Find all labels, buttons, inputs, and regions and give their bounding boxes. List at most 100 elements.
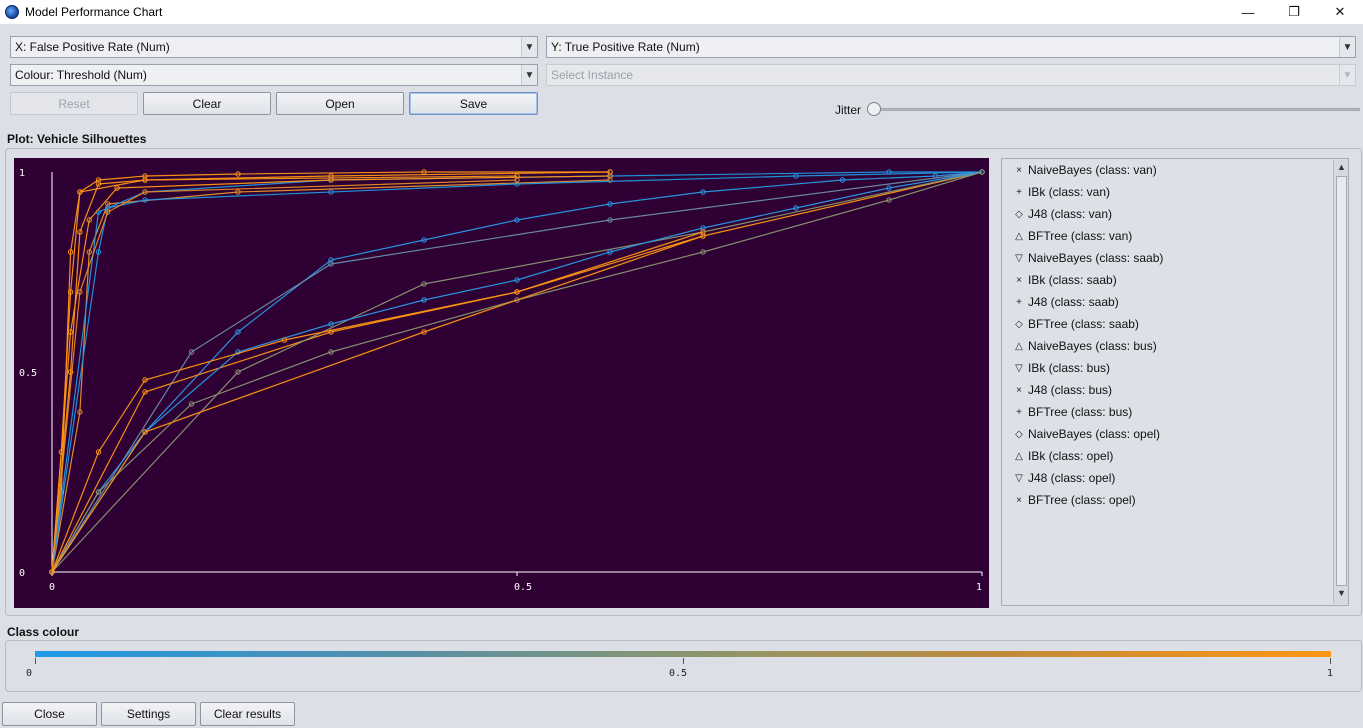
data-point bbox=[700, 189, 706, 195]
series-line bbox=[51, 171, 983, 573]
series-line bbox=[51, 171, 610, 573]
legend-label: IBk (class: opel) bbox=[1028, 449, 1114, 463]
data-point bbox=[607, 217, 613, 223]
close-button[interactable]: Close bbox=[2, 702, 97, 726]
series-line bbox=[51, 171, 982, 573]
data-point bbox=[114, 185, 120, 191]
scroll-up-icon[interactable]: ▲ bbox=[1337, 162, 1346, 172]
x-axis-select-value: X: False Positive Rate (Num) bbox=[15, 40, 170, 54]
instance-select-value: Select Instance bbox=[551, 68, 634, 82]
data-point bbox=[839, 177, 846, 183]
legend-symbol-icon: × bbox=[1016, 494, 1022, 506]
series-line bbox=[51, 171, 983, 573]
data-point bbox=[328, 321, 334, 327]
data-point bbox=[235, 189, 241, 195]
clear-button[interactable]: Clear bbox=[143, 92, 271, 115]
open-button[interactable]: Open bbox=[276, 92, 404, 115]
data-point bbox=[77, 289, 83, 295]
series-line bbox=[51, 231, 704, 573]
data-point bbox=[58, 489, 64, 495]
x-tick-label: 0.5 bbox=[514, 582, 532, 593]
legend-item[interactable]: × IBk (class: saab) bbox=[1012, 270, 1117, 290]
settings-button[interactable]: Settings bbox=[101, 702, 196, 726]
legend-symbol-icon: + bbox=[1016, 296, 1022, 308]
legend-label: IBk (class: saab) bbox=[1028, 273, 1117, 287]
data-point bbox=[142, 197, 148, 203]
legend-label: IBk (class: van) bbox=[1028, 185, 1111, 199]
data-point bbox=[421, 237, 427, 243]
data-point bbox=[235, 349, 241, 355]
data-point bbox=[328, 189, 334, 195]
legend-label: NaiveBayes (class: saab) bbox=[1028, 251, 1164, 265]
legend-item[interactable]: ◇ BFTree (class: saab) bbox=[1012, 314, 1139, 334]
series-line bbox=[51, 175, 611, 573]
legend-symbol-icon: △ bbox=[1015, 230, 1023, 242]
legend-item[interactable]: ◇ NaiveBayes (class: opel) bbox=[1012, 424, 1160, 444]
legend-symbol-icon: ◇ bbox=[1015, 318, 1023, 330]
jitter-slider-track[interactable] bbox=[870, 108, 1360, 111]
clear-results-button[interactable]: Clear results bbox=[200, 702, 295, 726]
plot-label: Plot: Vehicle Silhouettes bbox=[7, 132, 147, 146]
legend-item[interactable]: + IBk (class: van) bbox=[1012, 182, 1110, 202]
jitter-slider-thumb[interactable] bbox=[867, 102, 881, 116]
instance-select[interactable]: Select Instance ▼ bbox=[546, 64, 1356, 86]
colour-select[interactable]: Colour: Threshold (Num) ▼ bbox=[10, 64, 538, 86]
x-axis-select[interactable]: X: False Positive Rate (Num) ▼ bbox=[10, 36, 538, 58]
close-window-button[interactable]: ✕ bbox=[1334, 4, 1346, 19]
legend-symbol-icon: × bbox=[1016, 274, 1022, 286]
scroll-down-icon[interactable]: ▼ bbox=[1337, 588, 1346, 598]
y-tick-label: 0 bbox=[19, 568, 25, 579]
data-point bbox=[77, 229, 83, 235]
data-point bbox=[328, 261, 334, 267]
chevron-down-icon: ▼ bbox=[1339, 37, 1355, 57]
legend-item[interactable]: △ IBk (class: opel) bbox=[1012, 446, 1113, 466]
series-line bbox=[51, 171, 611, 573]
legend-scroll-thumb[interactable] bbox=[1336, 176, 1347, 586]
legend-item[interactable]: × BFTree (class: opel) bbox=[1012, 490, 1136, 510]
reset-button[interactable]: Reset bbox=[10, 92, 138, 115]
legend-symbol-icon: ◇ bbox=[1015, 208, 1023, 220]
save-button[interactable]: Save bbox=[409, 92, 538, 115]
colour-tick bbox=[35, 658, 36, 664]
data-point bbox=[421, 329, 427, 335]
legend-panel: × NaiveBayes (class: van) + IBk (class: van… bbox=[1001, 158, 1349, 606]
data-point bbox=[235, 171, 241, 177]
legend-item[interactable]: + BFTree (class: bus) bbox=[1012, 402, 1132, 422]
y-axis-select[interactable]: Y: True Positive Rate (Num) ▼ bbox=[546, 36, 1356, 58]
legend-item[interactable]: △ BFTree (class: van) bbox=[1012, 226, 1132, 246]
data-point bbox=[105, 209, 111, 215]
data-point bbox=[67, 369, 74, 375]
data-point bbox=[77, 409, 83, 415]
legend-label: NaiveBayes (class: bus) bbox=[1028, 339, 1157, 353]
data-point bbox=[328, 349, 334, 355]
maximize-button[interactable]: ❐ bbox=[1288, 4, 1300, 19]
chevron-down-icon: ▼ bbox=[521, 65, 537, 85]
legend-scrollbar[interactable]: ▲ ▼ bbox=[1333, 160, 1348, 604]
legend-symbol-icon: ◇ bbox=[1015, 428, 1023, 440]
legend-symbol-icon: + bbox=[1016, 186, 1022, 198]
legend-item[interactable]: × J48 (class: bus) bbox=[1012, 380, 1112, 400]
data-point bbox=[514, 289, 520, 295]
legend-item[interactable]: ▽ IBk (class: bus) bbox=[1012, 358, 1110, 378]
legend-item[interactable]: △ NaiveBayes (class: bus) bbox=[1012, 336, 1157, 356]
weka-app-icon bbox=[5, 5, 19, 19]
legend-item[interactable]: + J48 (class: saab) bbox=[1012, 292, 1119, 312]
window-title: Model Performance Chart bbox=[25, 5, 163, 19]
legend-label: J48 (class: van) bbox=[1028, 207, 1113, 221]
legend-item[interactable]: × NaiveBayes (class: van) bbox=[1012, 160, 1157, 180]
series-line bbox=[51, 171, 983, 573]
legend-symbol-icon: ▽ bbox=[1015, 252, 1023, 264]
minimize-button[interactable]: — bbox=[1241, 4, 1255, 20]
legend-symbol-icon: × bbox=[1016, 164, 1022, 176]
legend-item[interactable]: ▽ NaiveBayes (class: saab) bbox=[1012, 248, 1163, 268]
data-point bbox=[793, 205, 799, 211]
roc-chart: 0 0.5 1 1 0.5 0 bbox=[19, 168, 985, 593]
data-point bbox=[95, 249, 102, 255]
legend-item[interactable]: ▽ J48 (class: opel) bbox=[1012, 468, 1115, 488]
plot-area[interactable]: 0 0.5 1 1 0.5 0 bbox=[14, 158, 989, 608]
legend-symbol-icon: ▽ bbox=[1015, 362, 1023, 374]
data-point bbox=[421, 281, 427, 287]
legend-item[interactable]: ◇ J48 (class: van) bbox=[1012, 204, 1112, 224]
series-line bbox=[51, 171, 983, 573]
class-colour-label: Class colour bbox=[7, 625, 80, 639]
